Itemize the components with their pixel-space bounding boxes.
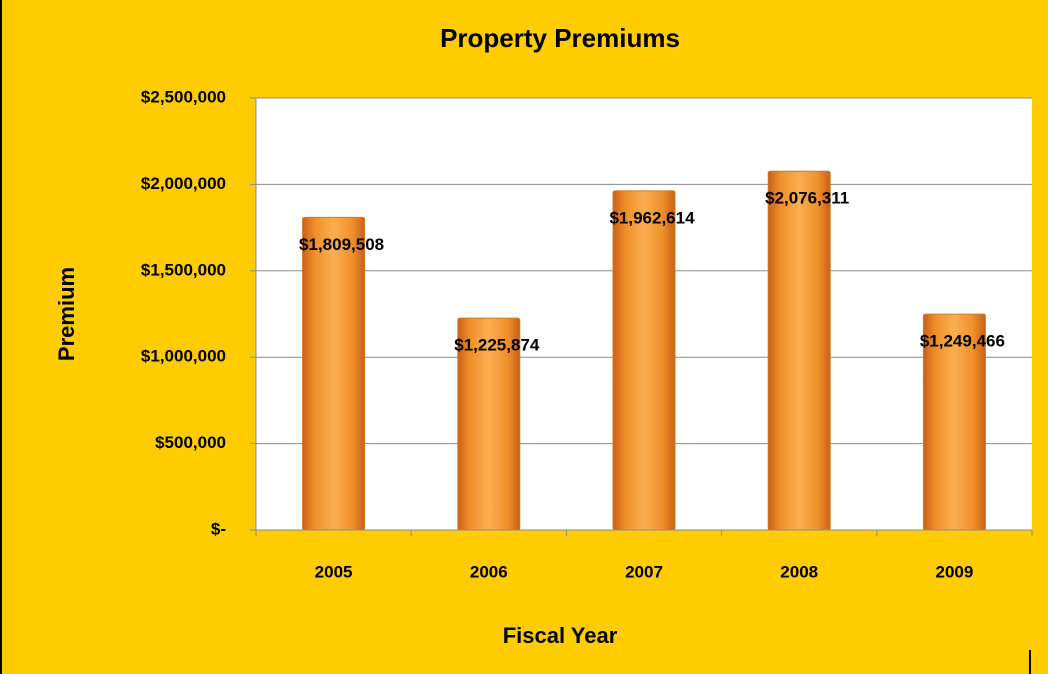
y-tick-label: $2,000,000: [141, 174, 226, 193]
chart-title: Property Premiums: [440, 23, 680, 53]
x-tick-label: 2009: [935, 562, 973, 581]
x-tick-label: 2006: [470, 562, 508, 581]
x-tick-label: 2008: [780, 562, 818, 581]
data-label: $1,249,466: [920, 332, 1005, 351]
data-label: $1,962,614: [609, 208, 695, 227]
y-axis-title: Premium: [54, 267, 79, 361]
y-tick-label: $2,500,000: [141, 87, 226, 106]
data-label: $1,809,508: [299, 235, 384, 254]
y-tick-label: $500,000: [155, 433, 226, 452]
bar: [612, 190, 676, 531]
bar: [767, 170, 831, 531]
x-axis-title: Fiscal Year: [503, 623, 618, 648]
y-tick-label: $1,000,000: [141, 347, 226, 366]
bar: [302, 216, 366, 531]
y-tick-label: $1,500,000: [141, 260, 226, 279]
data-label: $2,076,311: [765, 189, 849, 208]
x-tick-label: 2005: [315, 562, 353, 581]
x-tick-label: 2007: [625, 562, 663, 581]
data-label: $1,225,874: [454, 336, 540, 355]
y-tick-label: $-: [211, 519, 226, 538]
